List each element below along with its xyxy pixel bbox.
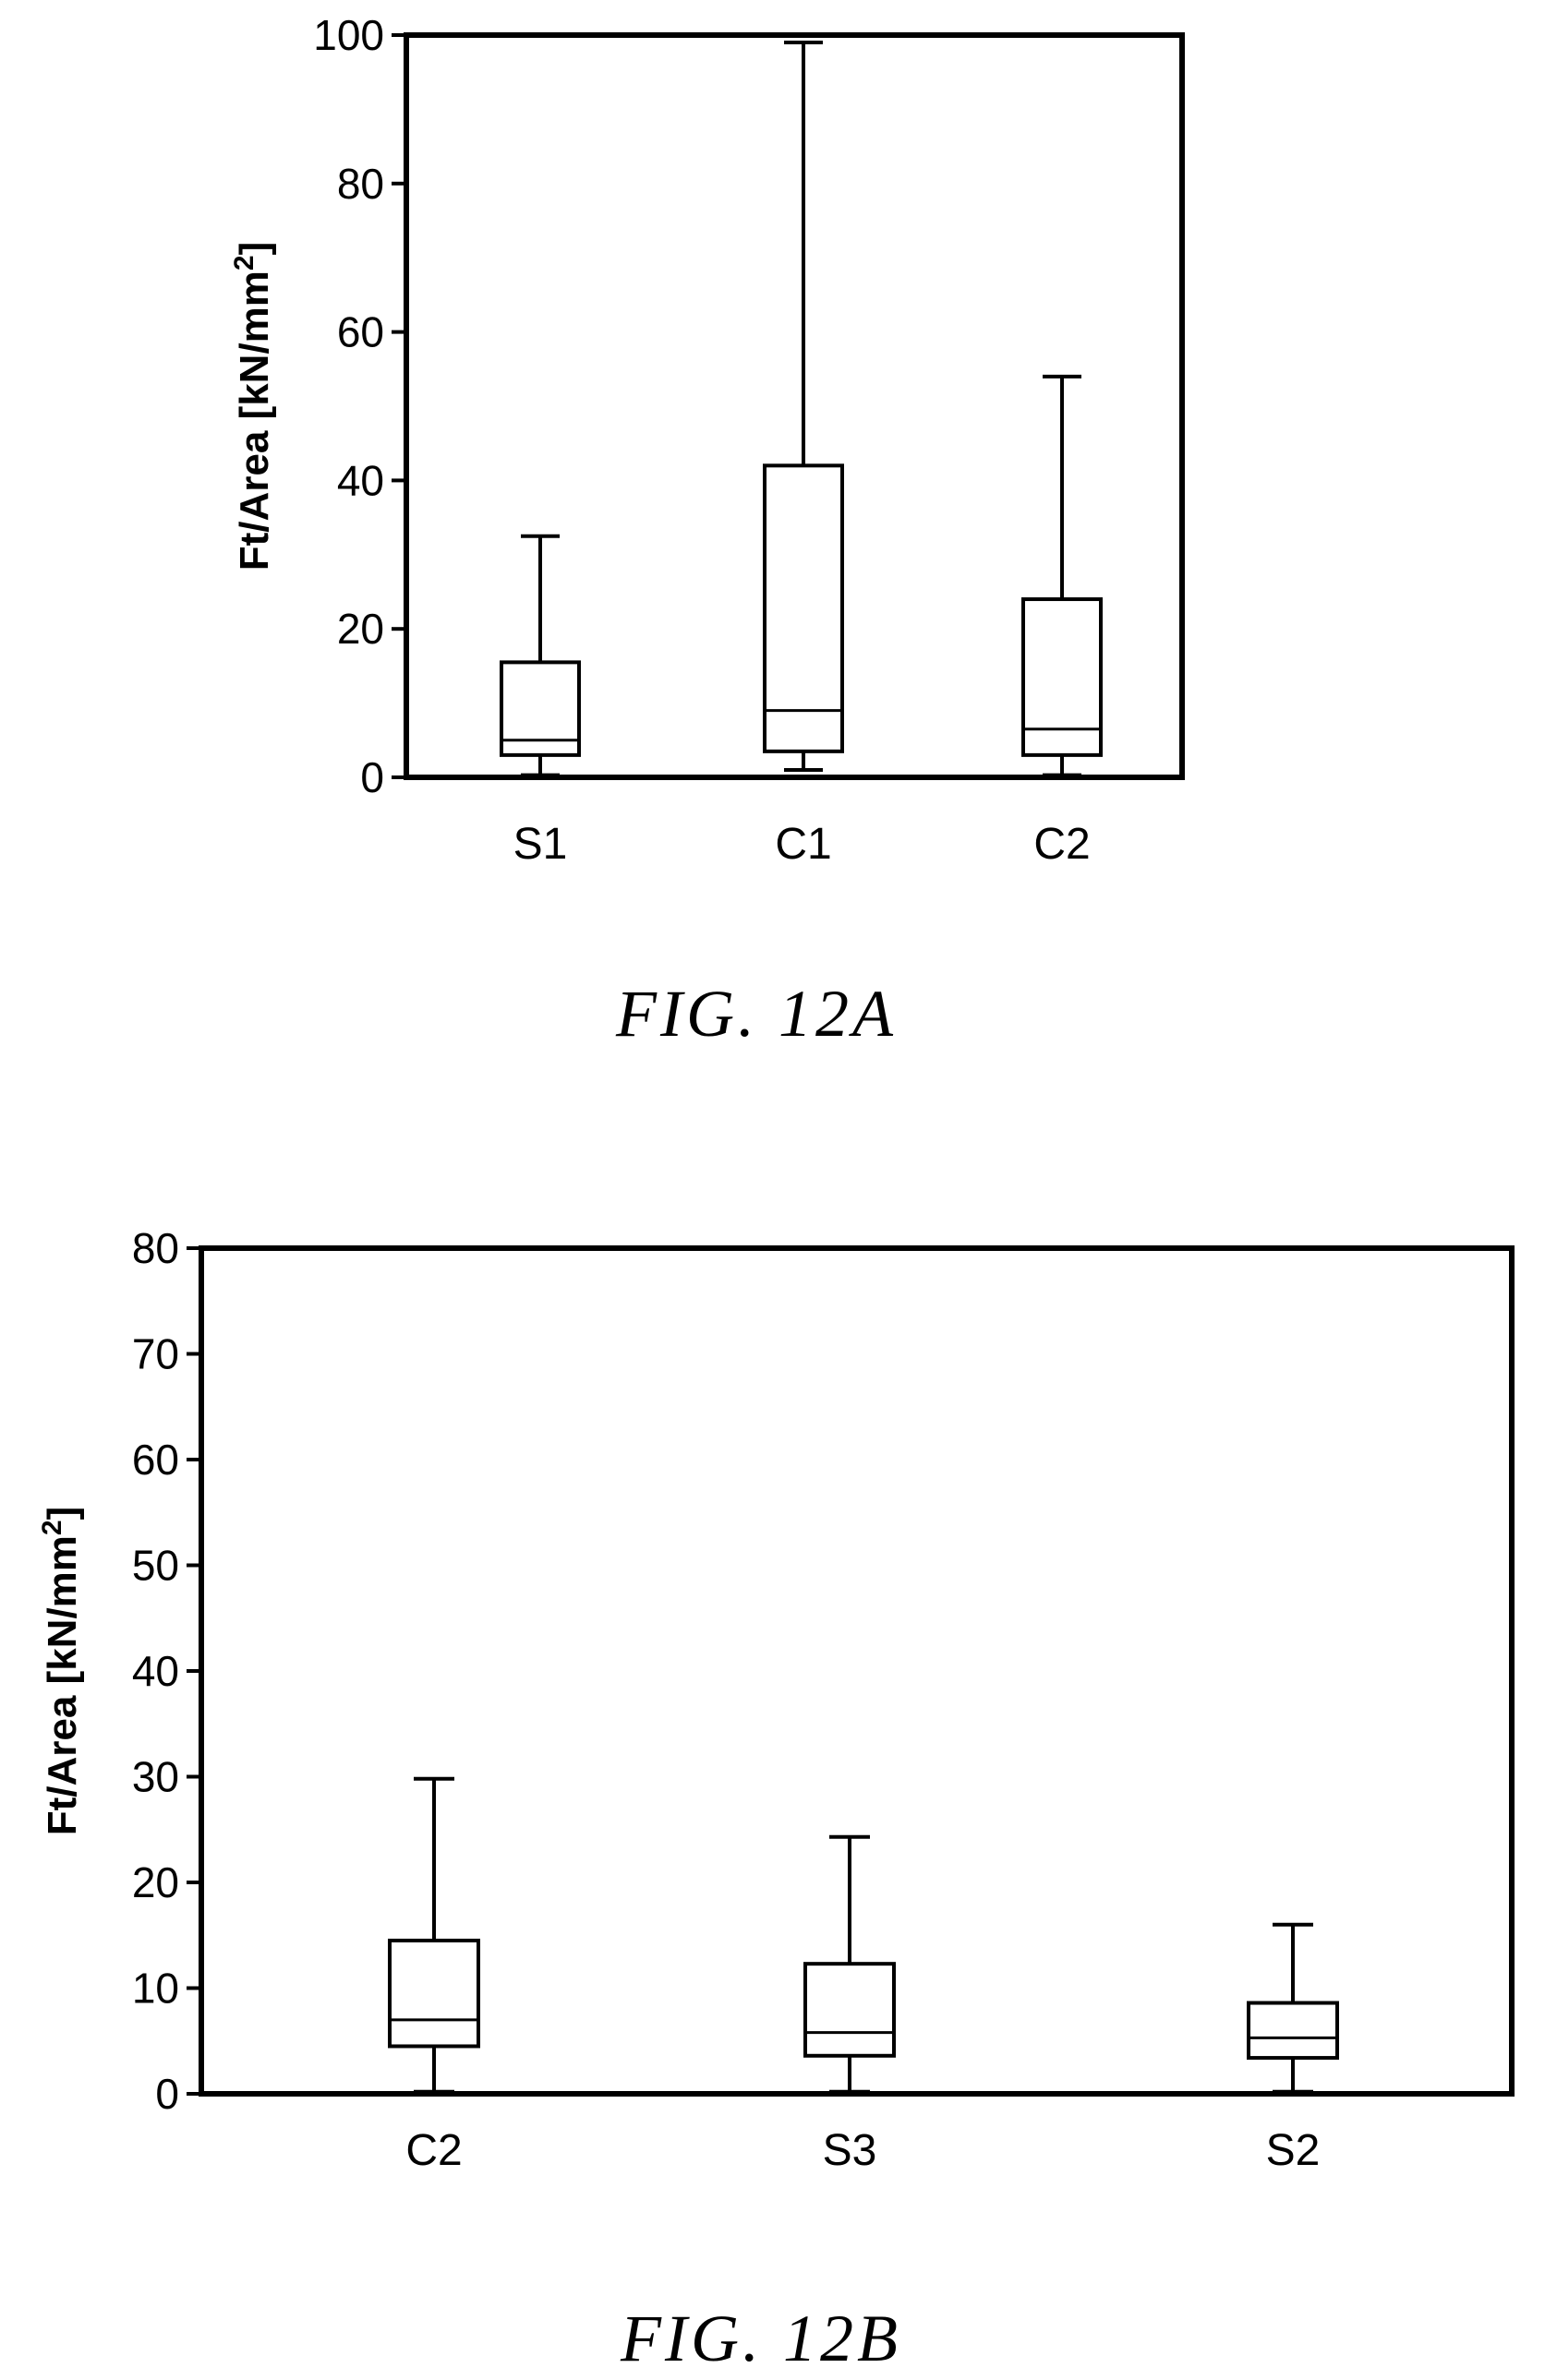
x-axis-categories: C2 S3 S2	[405, 2126, 1320, 2175]
chart-12a: 0 20 40 60 80 100 S1 C1 C2 Ft/Area [kN/mm2] FIG…	[229, 11, 1185, 1051]
y-axis-ticks: 0 20 40 60 80 100	[313, 11, 406, 801]
y-axis-label: Ft/Area [kN/mm2]	[229, 242, 278, 571]
y-tick-label: 40	[337, 456, 384, 504]
y-axis-label-end: ]	[40, 1507, 85, 1521]
y-tick-label: 0	[360, 753, 384, 801]
y-tick-label: 40	[132, 1647, 179, 1695]
box-plots	[500, 41, 1103, 777]
chart-12b: 0 10 20 30 40 50 60 70 80 C2 S3 S2 Ft/Area [kN/mm2…	[37, 1224, 1515, 2375]
box-s2	[1247, 1922, 1339, 2094]
x-category-label: S2	[1266, 2126, 1321, 2175]
x-category-label: C1	[775, 820, 831, 869]
iqr-box	[1021, 597, 1103, 757]
y-tick-label: 50	[132, 1542, 179, 1590]
y-axis-label-main: Ft/Area [kN/mm	[232, 270, 277, 571]
y-axis-label-superscript: 2	[37, 1520, 67, 1535]
x-category-label: C2	[1033, 820, 1090, 869]
box-s3	[803, 1834, 896, 2094]
y-tick-label: 60	[337, 308, 384, 356]
x-category-label: C2	[405, 2126, 462, 2175]
y-axis-label-end: ]	[232, 242, 277, 256]
x-category-label: S3	[823, 2126, 877, 2175]
iqr-box	[1247, 2001, 1339, 2061]
y-tick-label: 0	[155, 2070, 179, 2118]
box-plots	[388, 1776, 1339, 2094]
y-tick-label: 60	[132, 1436, 179, 1484]
y-tick-label: 100	[313, 11, 384, 59]
x-axis-categories: S1 C1 C2	[513, 820, 1091, 869]
y-tick-label: 80	[132, 1224, 179, 1272]
y-tick-label: 80	[337, 160, 384, 208]
iqr-box	[763, 463, 844, 753]
y-tick-label: 70	[132, 1330, 179, 1378]
figure-caption: FIG. 12A	[615, 977, 897, 1051]
plot-frame	[404, 32, 1185, 780]
y-axis-label-main: Ft/Area [kN/mm	[40, 1535, 85, 1835]
iqr-box	[803, 1962, 896, 2058]
y-tick-label: 20	[337, 605, 384, 653]
x-category-label: S1	[513, 820, 568, 869]
box-s1	[500, 534, 581, 777]
iqr-box	[388, 1938, 480, 2049]
y-tick-label: 30	[132, 1753, 179, 1801]
y-axis-label: Ft/Area [kN/mm2]	[37, 1507, 86, 1836]
y-tick-label: 20	[132, 1858, 179, 1906]
y-axis-label-superscript: 2	[229, 255, 260, 270]
box-c1	[763, 41, 844, 772]
y-tick-label: 10	[132, 1965, 179, 2013]
figure-caption: FIG. 12B	[620, 2302, 901, 2375]
box-c2	[1021, 374, 1103, 777]
y-axis-ticks: 0 10 20 30 40 50 60 70 80	[132, 1224, 201, 2118]
box-c2	[388, 1776, 480, 2094]
